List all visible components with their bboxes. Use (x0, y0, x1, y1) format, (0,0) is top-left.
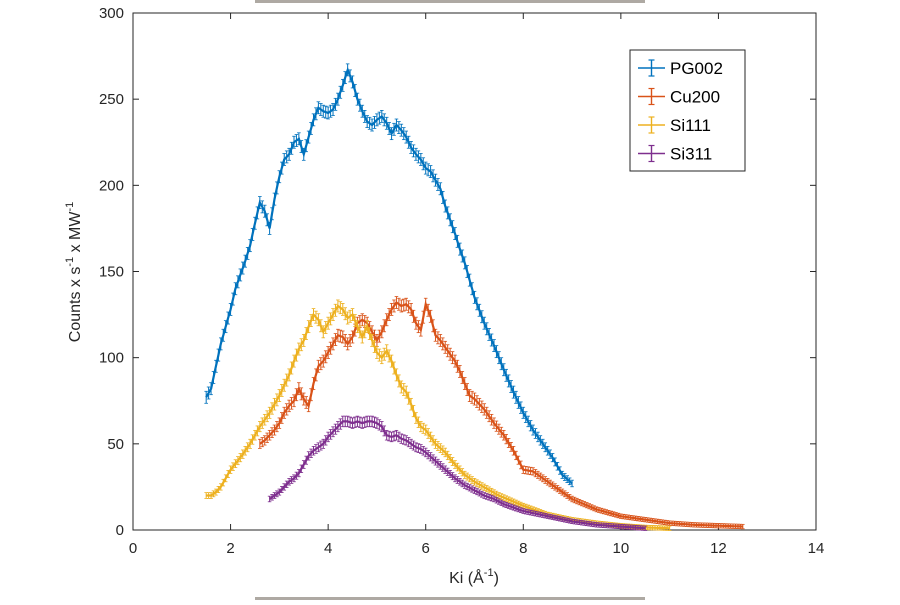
y-tick-label: 250 (99, 91, 124, 108)
y-axis-ticks: 0 50 100 150 200 250 300 (99, 5, 816, 539)
legend-label: Si111 (670, 116, 711, 135)
x-tick-label: 2 (226, 540, 234, 557)
x-tick-label: 14 (808, 540, 825, 557)
x-tick-label: 8 (519, 540, 527, 557)
x-axis-ticks: 0 2 4 6 8 10 12 14 (129, 13, 825, 557)
x-tick-label: 4 (324, 540, 332, 557)
legend-label: PG002 (670, 59, 723, 78)
legend-label: Cu200 (670, 88, 720, 107)
legend-box (629, 49, 746, 172)
legend: PG002 Cu200 Si111 Si311 (629, 49, 746, 172)
y-tick-label: 200 (99, 177, 124, 194)
series-layer (204, 63, 745, 531)
x-tick-label: 12 (710, 540, 727, 557)
legend-label: Si311 (670, 145, 712, 164)
bottom-photo-strip (255, 597, 645, 600)
y-tick-label: 300 (99, 5, 124, 22)
x-tick-label: 10 (613, 540, 630, 557)
y-tick-label: 50 (107, 436, 124, 453)
x-axis-label: Ki (Å-1) (449, 567, 499, 587)
series-pg002 (204, 63, 574, 488)
y-axis-label: Counts x s-1 x MW-1 (64, 202, 84, 342)
y-tick-label: 0 (116, 522, 124, 539)
series-cu200 (258, 296, 745, 530)
x-tick-label: 0 (129, 540, 137, 557)
top-photo-strip (255, 0, 645, 3)
x-tick-label: 6 (422, 540, 430, 557)
y-tick-label: 150 (99, 264, 124, 281)
series-si311 (267, 415, 648, 531)
y-tick-label: 100 (99, 350, 124, 367)
